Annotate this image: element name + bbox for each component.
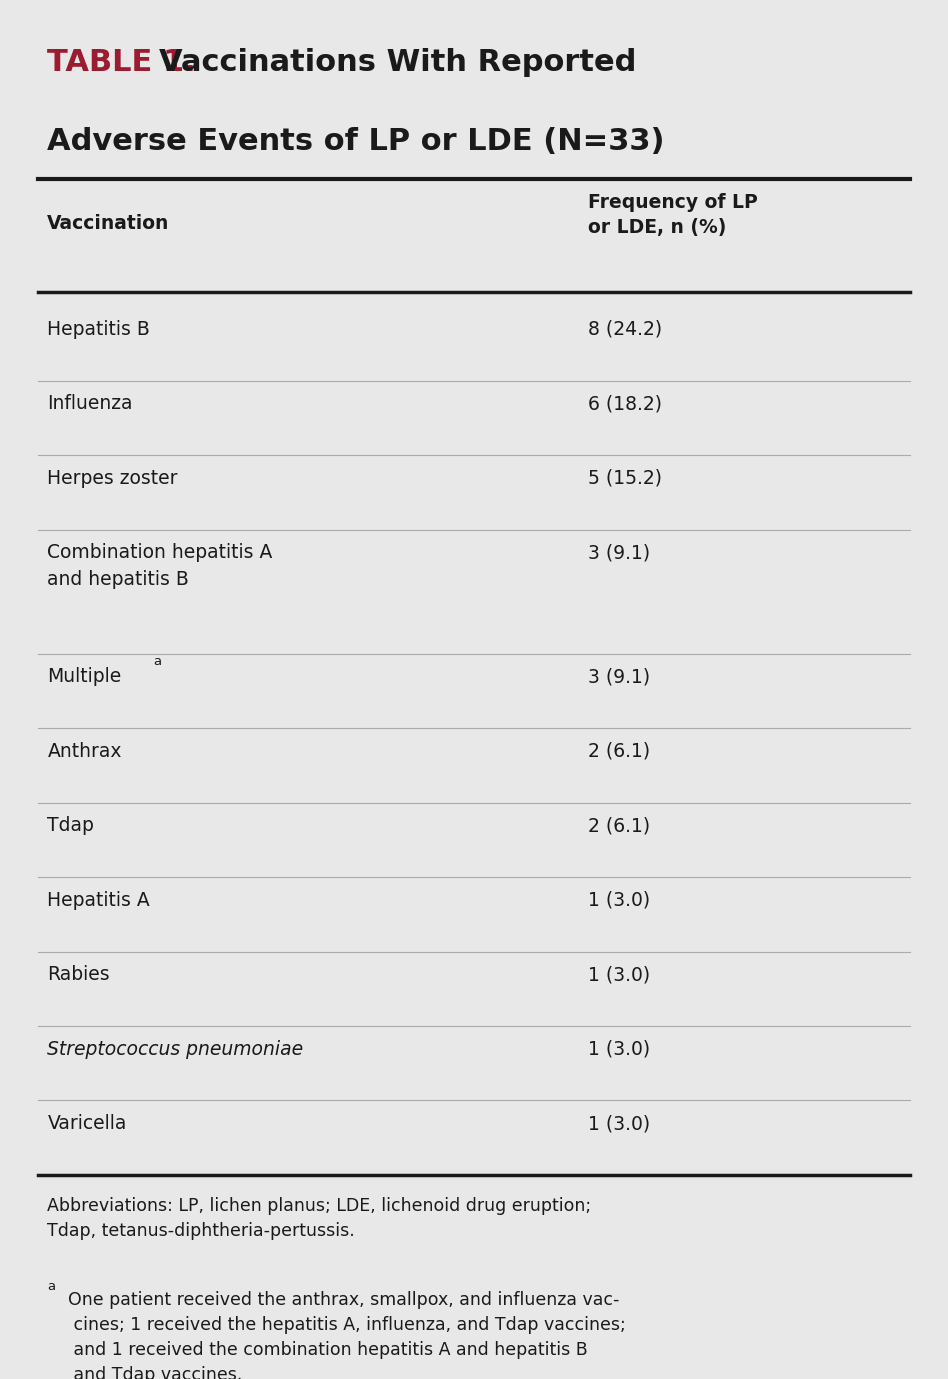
Text: Rabies: Rabies bbox=[47, 965, 110, 985]
Text: 8 (24.2): 8 (24.2) bbox=[588, 320, 662, 339]
Text: Frequency of LP
or LDE, n (%): Frequency of LP or LDE, n (%) bbox=[588, 193, 757, 237]
Text: One patient received the anthrax, smallpox, and influenza vac-
 cines; 1 receive: One patient received the anthrax, smallp… bbox=[68, 1291, 626, 1379]
Text: Streptococcus pneumoniae: Streptococcus pneumoniae bbox=[47, 1040, 303, 1059]
Text: a: a bbox=[154, 655, 162, 667]
Text: 5 (15.2): 5 (15.2) bbox=[588, 469, 662, 488]
Text: Hepatitis B: Hepatitis B bbox=[47, 320, 151, 339]
Text: 1 (3.0): 1 (3.0) bbox=[588, 965, 650, 985]
Text: Hepatitis A: Hepatitis A bbox=[47, 891, 150, 910]
Text: Herpes zoster: Herpes zoster bbox=[47, 469, 178, 488]
Text: Influenza: Influenza bbox=[47, 394, 133, 414]
Text: Vaccination: Vaccination bbox=[47, 214, 170, 233]
Text: TABLE 1.: TABLE 1. bbox=[47, 48, 196, 77]
Text: 6 (18.2): 6 (18.2) bbox=[588, 394, 662, 414]
Text: Multiple: Multiple bbox=[47, 667, 121, 687]
Text: Adverse Events of LP or LDE (N=33): Adverse Events of LP or LDE (N=33) bbox=[47, 127, 665, 156]
Text: Vaccinations With Reported: Vaccinations With Reported bbox=[159, 48, 637, 77]
Text: 2 (6.1): 2 (6.1) bbox=[588, 742, 650, 761]
Text: 1 (3.0): 1 (3.0) bbox=[588, 891, 650, 910]
Text: Abbreviations: LP, lichen planus; LDE, lichenoid drug eruption;
Tdap, tetanus-di: Abbreviations: LP, lichen planus; LDE, l… bbox=[47, 1197, 592, 1240]
Text: a: a bbox=[47, 1280, 56, 1292]
Text: 3 (9.1): 3 (9.1) bbox=[588, 667, 650, 687]
Text: 1 (3.0): 1 (3.0) bbox=[588, 1114, 650, 1134]
Text: Tdap: Tdap bbox=[47, 816, 94, 836]
Text: 2 (6.1): 2 (6.1) bbox=[588, 816, 650, 836]
Text: 3 (9.1): 3 (9.1) bbox=[588, 543, 650, 563]
Text: Combination hepatitis A
and hepatitis B: Combination hepatitis A and hepatitis B bbox=[47, 543, 273, 589]
Text: Varicella: Varicella bbox=[47, 1114, 127, 1134]
Text: 1 (3.0): 1 (3.0) bbox=[588, 1040, 650, 1059]
Text: Anthrax: Anthrax bbox=[47, 742, 122, 761]
